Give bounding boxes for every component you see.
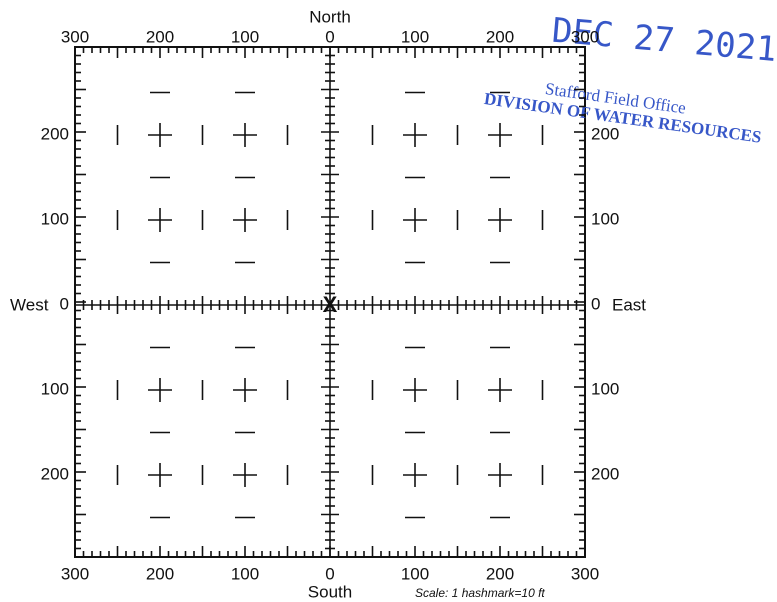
scale-note: Scale: 1 hashmark=10 ft xyxy=(415,586,545,600)
right-label: 200 xyxy=(591,464,619,483)
right-label: 200 xyxy=(591,124,619,143)
left-label: 200 xyxy=(41,464,69,483)
left-label: 100 xyxy=(41,379,69,398)
bottom-label: 0 xyxy=(325,564,334,583)
top-label: 100 xyxy=(231,27,259,46)
right-label: 100 xyxy=(591,379,619,398)
bottom-label: 100 xyxy=(401,564,429,583)
bottom-label: 200 xyxy=(146,564,174,583)
north-label: North xyxy=(309,7,351,26)
top-label: 300 xyxy=(61,27,89,46)
east-label: East xyxy=(612,295,646,314)
south-label: South xyxy=(308,582,352,601)
left-label: 100 xyxy=(41,209,69,228)
top-label: 100 xyxy=(401,27,429,46)
west-label: West xyxy=(10,295,49,314)
bottom-label: 300 xyxy=(571,564,599,583)
top-label: 0 xyxy=(325,27,334,46)
top-label: 300 xyxy=(571,27,599,46)
left-label: 200 xyxy=(41,124,69,143)
right-label: 100 xyxy=(591,209,619,228)
left-label: 0 xyxy=(60,294,69,313)
right-label: 0 xyxy=(591,294,600,313)
bottom-label: 300 xyxy=(61,564,89,583)
bottom-label: 200 xyxy=(486,564,514,583)
bottom-label: 100 xyxy=(231,564,259,583)
top-label: 200 xyxy=(486,27,514,46)
top-label: 200 xyxy=(146,27,174,46)
